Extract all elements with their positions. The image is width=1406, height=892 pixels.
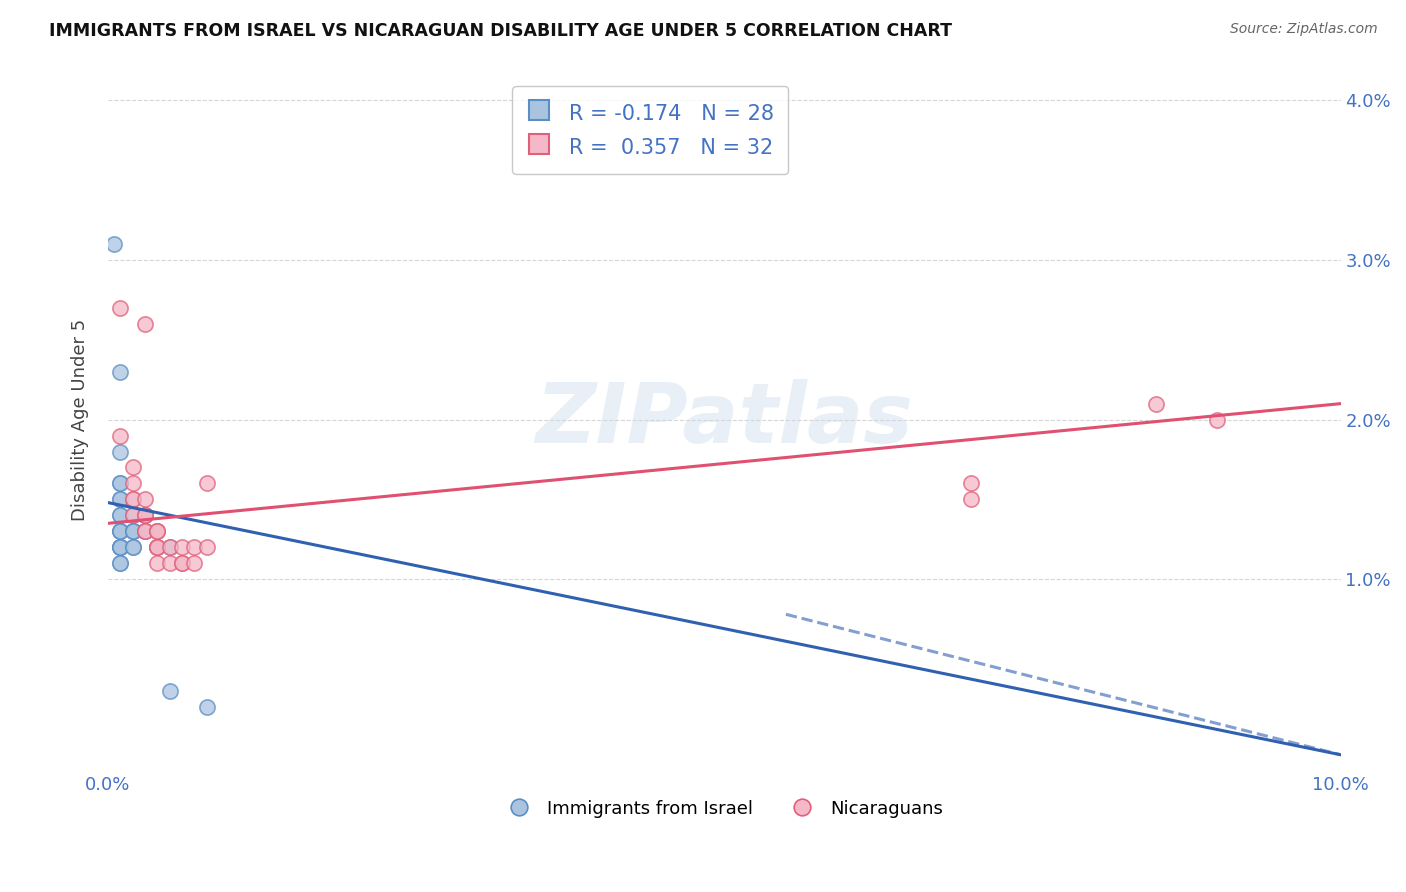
Point bbox=[121, 508, 143, 523]
Point bbox=[159, 541, 181, 555]
Point bbox=[146, 541, 169, 555]
Point bbox=[146, 524, 169, 539]
Point bbox=[959, 476, 981, 491]
Point bbox=[121, 492, 143, 507]
Point bbox=[195, 541, 218, 555]
Point bbox=[159, 556, 181, 570]
Point bbox=[134, 524, 156, 539]
Point bbox=[103, 237, 125, 252]
Point bbox=[134, 508, 156, 523]
Point bbox=[146, 524, 169, 539]
Point bbox=[1144, 397, 1167, 411]
Point bbox=[110, 524, 132, 539]
Point bbox=[134, 508, 156, 523]
Point bbox=[110, 541, 132, 555]
Point bbox=[195, 699, 218, 714]
Legend: Immigrants from Israel, Nicaraguans: Immigrants from Israel, Nicaraguans bbox=[498, 792, 950, 825]
Point bbox=[134, 317, 156, 331]
Point bbox=[121, 541, 143, 555]
Point bbox=[110, 301, 132, 315]
Point bbox=[183, 541, 205, 555]
Point bbox=[146, 541, 169, 555]
Point bbox=[146, 541, 169, 555]
Point bbox=[110, 492, 132, 507]
Point bbox=[110, 476, 132, 491]
Point bbox=[110, 508, 132, 523]
Point bbox=[110, 444, 132, 458]
Text: IMMIGRANTS FROM ISRAEL VS NICARAGUAN DISABILITY AGE UNDER 5 CORRELATION CHART: IMMIGRANTS FROM ISRAEL VS NICARAGUAN DIS… bbox=[49, 22, 952, 40]
Point bbox=[146, 524, 169, 539]
Point bbox=[110, 541, 132, 555]
Point bbox=[110, 556, 132, 570]
Point bbox=[110, 541, 132, 555]
Point bbox=[110, 428, 132, 442]
Point bbox=[110, 524, 132, 539]
Point bbox=[110, 365, 132, 379]
Point bbox=[121, 541, 143, 555]
Point bbox=[121, 460, 143, 475]
Point bbox=[134, 524, 156, 539]
Point bbox=[110, 541, 132, 555]
Point bbox=[110, 524, 132, 539]
Point bbox=[110, 476, 132, 491]
Point bbox=[110, 508, 132, 523]
Point bbox=[121, 524, 143, 539]
Point bbox=[134, 508, 156, 523]
Point bbox=[121, 476, 143, 491]
Point bbox=[110, 556, 132, 570]
Point bbox=[121, 492, 143, 507]
Point bbox=[170, 556, 193, 570]
Text: Source: ZipAtlas.com: Source: ZipAtlas.com bbox=[1230, 22, 1378, 37]
Point bbox=[183, 556, 205, 570]
Point bbox=[159, 541, 181, 555]
Point bbox=[110, 492, 132, 507]
Point bbox=[121, 508, 143, 523]
Point bbox=[146, 541, 169, 555]
Text: ZIPatlas: ZIPatlas bbox=[536, 379, 912, 460]
Point bbox=[134, 524, 156, 539]
Point bbox=[134, 492, 156, 507]
Point bbox=[1206, 412, 1229, 426]
Point bbox=[159, 684, 181, 698]
Point bbox=[170, 556, 193, 570]
Point bbox=[195, 476, 218, 491]
Point bbox=[959, 492, 981, 507]
Point bbox=[121, 524, 143, 539]
Point bbox=[170, 541, 193, 555]
Point bbox=[121, 524, 143, 539]
Point bbox=[146, 556, 169, 570]
Y-axis label: Disability Age Under 5: Disability Age Under 5 bbox=[72, 318, 89, 521]
